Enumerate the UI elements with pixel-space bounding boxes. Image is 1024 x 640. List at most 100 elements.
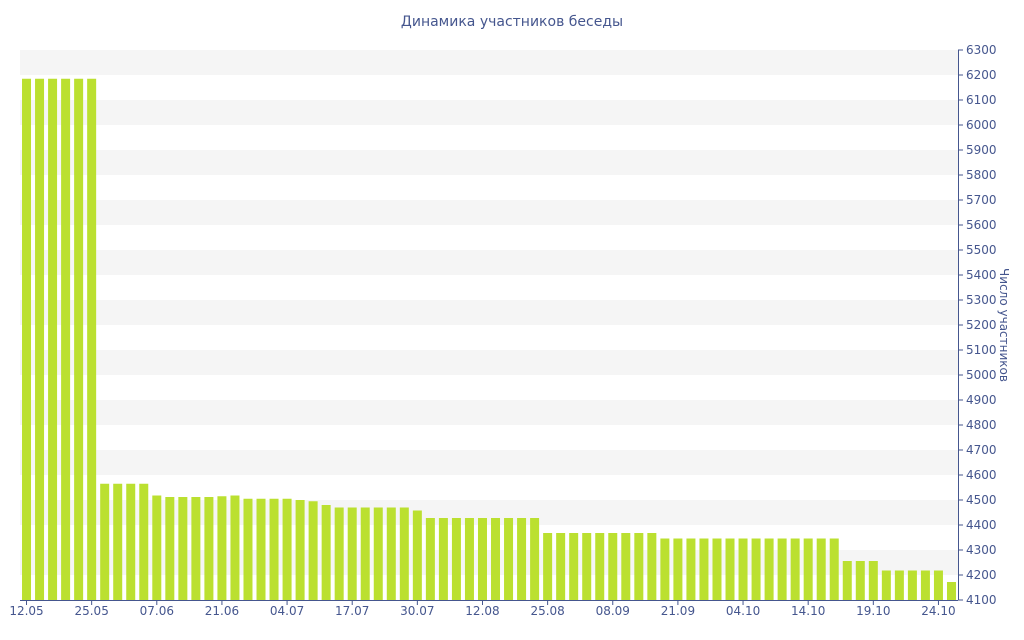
bar — [256, 498, 266, 600]
x-tick-label: 04.07 — [270, 604, 304, 618]
bar — [477, 518, 487, 600]
bar — [634, 533, 644, 600]
y-tick-label: 5100 — [966, 343, 997, 357]
y-tick-label: 4700 — [966, 443, 997, 457]
y-tick-label: 4500 — [966, 493, 997, 507]
y-tick-label: 4400 — [966, 518, 997, 532]
y-tick-label: 4600 — [966, 468, 997, 482]
bar — [373, 507, 383, 600]
y-tick-label: 4900 — [966, 393, 997, 407]
bar — [530, 518, 540, 600]
bar — [517, 518, 527, 600]
bar — [139, 483, 149, 600]
x-tick-label: 04.10 — [726, 604, 760, 618]
x-tick-label: 12.05 — [9, 604, 43, 618]
bar — [100, 483, 110, 600]
bar — [217, 496, 227, 600]
bar — [504, 518, 514, 600]
y-tick-label: 6300 — [966, 43, 997, 57]
bar — [725, 538, 735, 600]
chart-title: Динамика участников беседы — [400, 14, 624, 30]
x-tick-label: 12.08 — [465, 604, 499, 618]
y-tick-label: 5400 — [966, 268, 997, 282]
x-tick-label: 25.08 — [530, 604, 564, 618]
bar — [790, 538, 800, 600]
y-axis: 4100 4200 4300 4400 4500 4600 4700 4800 4900 5000… — [958, 43, 997, 607]
bar — [595, 533, 605, 600]
y-tick-label: 5300 — [966, 293, 997, 307]
bar — [61, 78, 71, 600]
bar — [308, 501, 318, 600]
y-tick-label: 6100 — [966, 93, 997, 107]
bar — [360, 507, 370, 600]
grid-band — [20, 350, 958, 375]
grid-band — [20, 450, 958, 475]
bar — [946, 582, 956, 600]
y-tick-label: 4300 — [966, 543, 997, 557]
x-tick-label: 07.06 — [140, 604, 174, 618]
bar — [334, 507, 344, 600]
y-tick-label: 4200 — [966, 568, 997, 582]
bar — [803, 538, 813, 600]
y-tick-label: 6200 — [966, 68, 997, 82]
bar — [412, 510, 422, 600]
y-tick-label: 4100 — [966, 593, 997, 607]
x-tick-label: 21.06 — [205, 604, 239, 618]
y-tick-label: 5200 — [966, 318, 997, 332]
bar — [855, 561, 865, 600]
bar — [425, 518, 435, 600]
bar — [282, 498, 292, 600]
bar — [699, 538, 709, 600]
bar — [438, 518, 448, 600]
bar — [347, 507, 357, 600]
x-tick-label: 08.09 — [596, 604, 630, 618]
bar — [881, 570, 891, 600]
bar — [74, 78, 84, 600]
bar — [777, 538, 787, 600]
grid-band — [20, 300, 958, 325]
bar — [269, 498, 279, 600]
bar — [660, 538, 670, 600]
x-tick-label: 21.09 — [661, 604, 695, 618]
bar — [894, 570, 904, 600]
y-tick-label: 6000 — [966, 118, 997, 132]
bar — [35, 78, 45, 600]
x-tick-label: 30.07 — [400, 604, 434, 618]
x-tick-label: 14.10 — [791, 604, 825, 618]
bar — [152, 495, 162, 600]
bar — [491, 518, 501, 600]
bar — [582, 533, 592, 600]
bar — [764, 538, 774, 600]
x-tick-label: 24.10 — [921, 604, 955, 618]
bar — [464, 518, 474, 600]
bar — [673, 538, 683, 600]
grid-band — [20, 400, 958, 425]
bar — [204, 497, 214, 600]
y-tick-label: 5600 — [966, 218, 997, 232]
bar — [738, 538, 748, 600]
y-axis-label: Число участников — [997, 268, 1011, 382]
y-tick-label: 4800 — [966, 418, 997, 432]
y-tick-label: 5800 — [966, 168, 997, 182]
grid-band — [20, 500, 958, 525]
bar — [165, 497, 175, 600]
bar — [243, 498, 253, 600]
y-tick-label: 5000 — [966, 368, 997, 382]
bar — [48, 78, 58, 600]
bar — [126, 483, 136, 600]
bar — [907, 570, 917, 600]
bar — [816, 538, 826, 600]
x-tick-label: 17.07 — [335, 604, 369, 618]
bar — [647, 533, 657, 600]
grid-band — [20, 100, 958, 125]
grid-band — [20, 50, 958, 75]
bar — [230, 495, 240, 600]
grid-band — [20, 200, 958, 225]
x-tick-label: 19.10 — [856, 604, 890, 618]
bar — [451, 518, 461, 600]
y-tick-label: 5700 — [966, 193, 997, 207]
bar — [868, 561, 878, 600]
x-tick-label: 25.05 — [74, 604, 108, 618]
